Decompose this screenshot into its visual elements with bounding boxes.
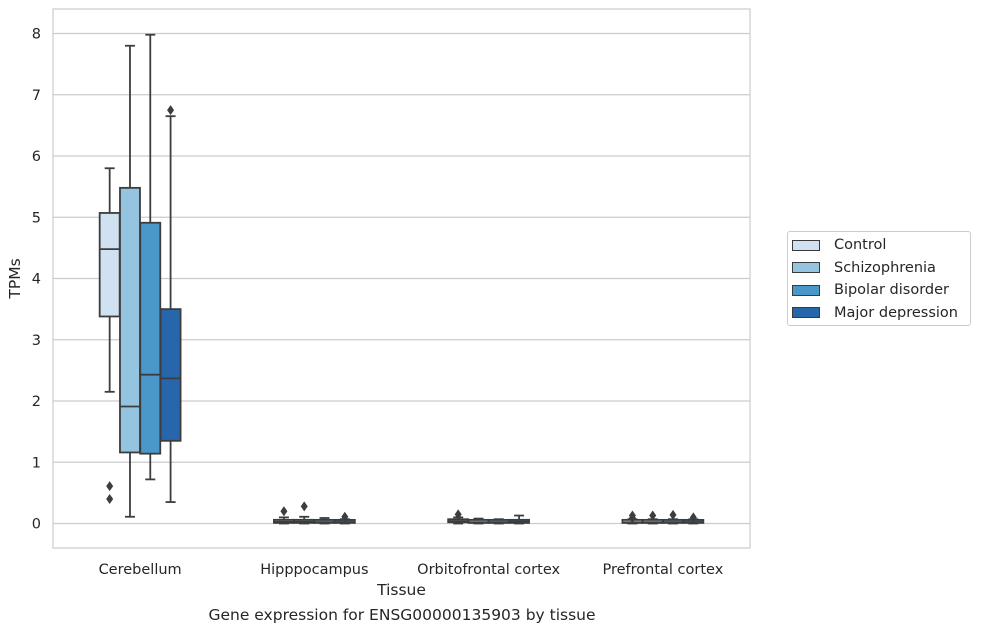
outlier-point [689,512,697,523]
box-group [508,514,530,525]
chart-caption: Gene expression for ENSG00000135903 by t… [208,606,596,624]
y-tick-label: 5 [32,210,41,226]
box [119,186,141,454]
box-group [119,44,141,518]
box-group [682,512,705,525]
legend: Control Schizophrenia Bipolar disorder M… [787,231,971,326]
legend-swatch [792,262,820,273]
y-tick-label: 8 [32,27,41,43]
box [98,212,121,318]
legend-label: Major depression [834,304,958,321]
y-axis-label: TPMs [6,258,24,299]
x-tick-label: Prefrontal cortex [602,562,723,578]
outlier-point [454,509,462,520]
outlier-point [280,506,288,517]
y-tick-label: 1 [32,455,41,471]
legend-label: Bipolar disorder [834,282,949,298]
outlier-point [300,501,308,512]
outlier-point [341,511,349,522]
legend-item-major-depression: Major depression [792,303,958,323]
outlier-point [106,494,114,504]
y-tick-label: 3 [32,333,41,349]
box [139,221,162,455]
boxes [98,33,705,525]
outlier-point [649,510,657,521]
outlier-point [106,481,114,492]
y-tick-label: 4 [32,272,41,288]
legend-item-schizophrenia: Schizophrenia [792,258,936,278]
box-group [467,517,490,525]
legend-swatch [792,284,820,296]
x-tick-labels: Cerebellum Hipppocampus Orbitofrontal cort… [99,562,724,578]
y-tick-label: 0 [32,517,41,533]
legend-label: Schizophrenia [834,259,936,276]
box-group [139,33,162,481]
y-tick-label: 7 [32,88,41,104]
box-group [98,167,121,504]
box-group [333,511,356,525]
y-tick-label: 6 [32,149,41,165]
outlier-point [167,105,175,116]
box-group [159,105,182,503]
x-axis-label: Tissue [376,581,426,599]
legend-swatch [792,307,820,318]
x-tick-label: Cerebellum [99,562,182,578]
x-tick-label: Orbitofrontal cortex [417,562,560,578]
y-tick-label: 2 [32,394,41,410]
legend-label: Control [834,237,887,253]
x-tick-label: Hipppocampus [260,562,368,578]
legend-item-control: Control [792,235,886,255]
box-group [621,510,644,525]
legend-swatch [792,239,820,251]
y-tick-labels: 0 1 2 3 4 5 6 7 8 [32,27,41,533]
outlier-point [628,510,636,521]
outlier-point [669,509,677,520]
box [159,308,182,442]
box-group [487,518,510,525]
legend-item-bipolar-disorder: Bipolar disorder [792,280,949,300]
